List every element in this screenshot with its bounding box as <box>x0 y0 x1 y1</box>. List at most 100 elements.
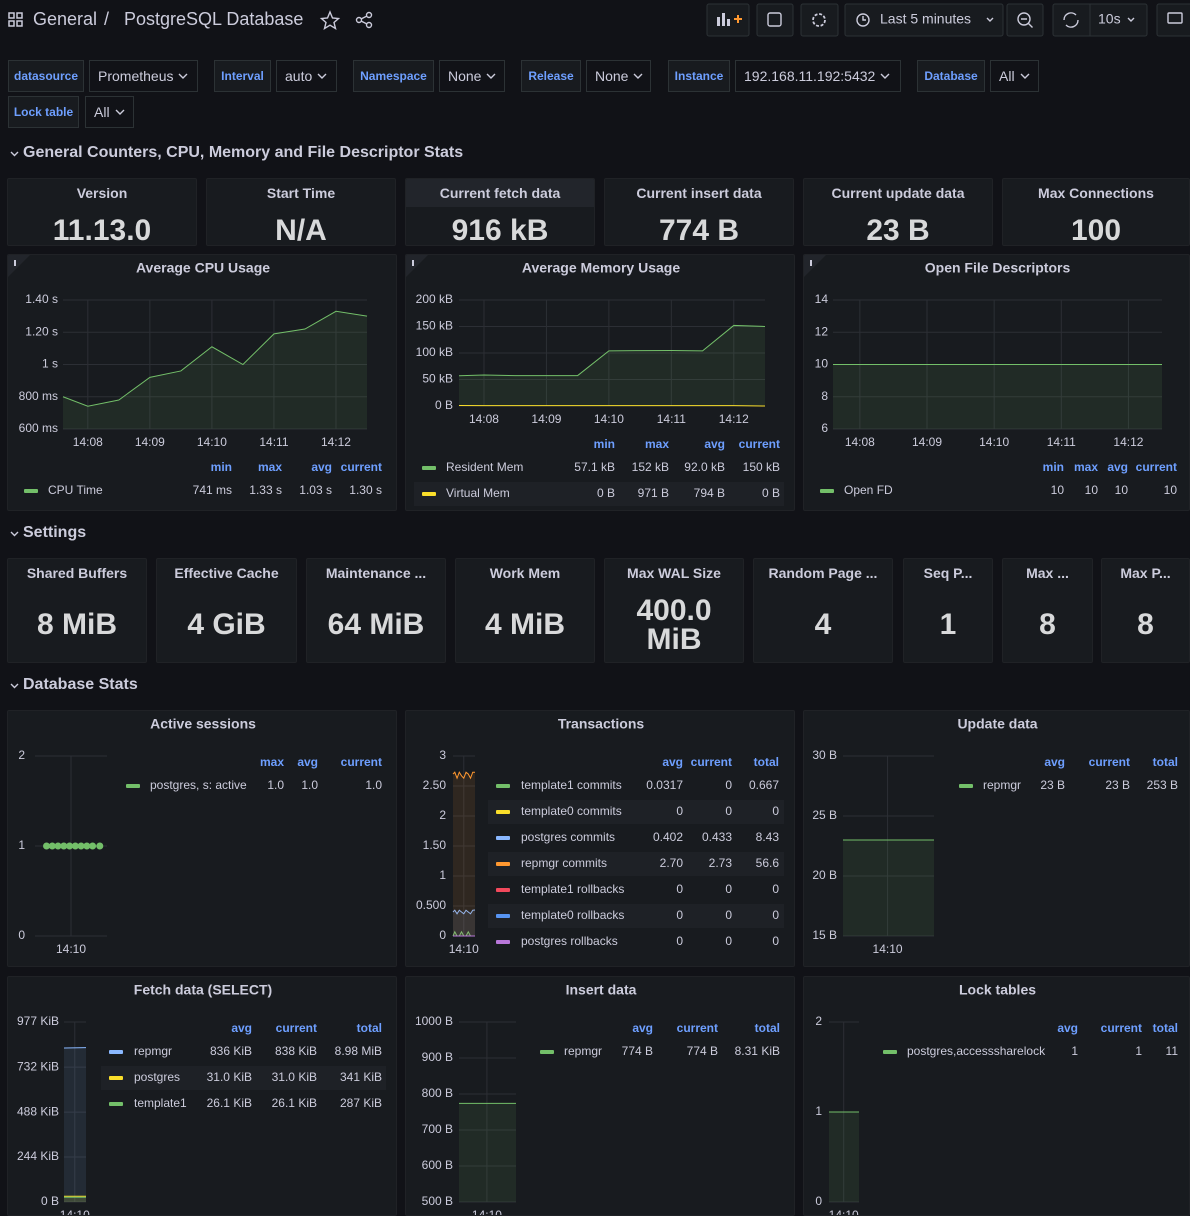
graph-panel: Average Memory Usage 0 B 50 kB 100 kB 150 kB… <box>405 254 795 511</box>
legend-name: postgres,accesssharelock <box>907 1044 1046 1058</box>
stat-value-text: 100 <box>1070 214 1122 246</box>
variable-dropdown[interactable]: 192.168.11.192:5432 <box>735 60 901 92</box>
panel-title: Lock tables <box>959 982 1036 998</box>
y-tick-label: 50 kB <box>422 372 453 386</box>
variable-dropdown[interactable]: Prometheus <box>89 60 198 92</box>
legend-column-header: total <box>755 1021 780 1035</box>
stat-value: 4 GiB <box>165 559 288 662</box>
stat-panel: Max Connections 100 <box>1002 178 1190 246</box>
legend-name: template1 commits <box>521 778 622 792</box>
legend-swatch <box>109 1050 123 1054</box>
legend-value: 0 <box>772 934 779 948</box>
legend-swatch <box>820 489 834 493</box>
legend-value: 8.31 KiB <box>735 1044 780 1058</box>
legend-column-header: current <box>341 460 382 474</box>
variable-label: Lock table <box>8 96 79 128</box>
time-picker[interactable] <box>844 3 1004 37</box>
legend-value: 10 <box>1085 483 1099 497</box>
legend-name: Resident Mem <box>446 460 523 474</box>
refresh-picker[interactable] <box>1052 3 1148 37</box>
breadcrumb-folder[interactable]: General <box>33 9 97 29</box>
legend-swatch <box>24 489 38 493</box>
row-title[interactable]: Database Stats <box>23 676 138 693</box>
graph: Update data 15 B 20 B 25 B 30 B 14:10 avg curre… <box>812 716 1178 956</box>
save-icon <box>767 12 782 27</box>
legend-value: 774 B <box>622 1044 653 1058</box>
stat-panel: Random Page ... 4 <box>753 558 893 663</box>
dashboard-title[interactable]: PostgreSQL Database <box>124 9 303 29</box>
panel-header-hover <box>406 179 594 207</box>
chevron <box>317 73 327 79</box>
chevron <box>178 73 188 79</box>
stat-panel: Max P... 8 <box>1101 558 1190 663</box>
share-icon[interactable] <box>355 11 373 29</box>
stat-value: 23 B <box>812 216 984 246</box>
star-icon[interactable] <box>319 10 341 30</box>
variable-dropdown[interactable]: All <box>990 60 1039 92</box>
y-tick-label: 10 <box>815 357 829 371</box>
stat-panel: Max WAL Size 400.0 MiB <box>604 558 744 663</box>
refresh-icon <box>1063 12 1079 28</box>
graph-panel: Lock tables 0 1 2 14:10 avg current total postgr… <box>803 976 1190 1216</box>
stat-panel: Work Mem 4 MiB <box>455 558 595 663</box>
stat-title: Current fetch data <box>439 185 561 201</box>
stat-value-text: 64 MiB <box>327 608 425 641</box>
graph: Average Memory Usage 0 B 50 kB 100 kB 150 kB… <box>406 255 784 506</box>
series-line <box>452 909 476 915</box>
variable-dropdown[interactable]: All <box>85 96 134 128</box>
zoom-out-button[interactable] <box>1006 3 1044 37</box>
info-icon <box>810 260 812 266</box>
stat-title: Current update data <box>831 185 965 201</box>
legend-column-header: current <box>1136 460 1177 474</box>
row-title[interactable]: Settings <box>23 524 87 541</box>
info-corner-shape <box>406 255 428 277</box>
legend-column-header: avg <box>662 755 683 769</box>
stat-panel: Shared Buffers 8 MiB <box>7 558 147 663</box>
variable-dropdown[interactable]: auto <box>276 60 337 92</box>
y-tick-label: 12 <box>815 324 829 338</box>
graph-panel: Open File Descriptors 6 8 10 12 14 14:08 14:09 1… <box>803 254 1190 511</box>
legend-value: 23 B <box>1040 778 1065 792</box>
variable-dropdown[interactable]: None <box>439 60 505 92</box>
legend-value: 794 B <box>694 486 725 500</box>
y-tick-label: 1 <box>815 1104 822 1118</box>
settings-button[interactable] <box>800 3 839 37</box>
time-range[interactable]: Last 5 minutes <box>880 11 971 27</box>
row-title[interactable]: General Counters, CPU, Memory and File D… <box>23 144 464 161</box>
variable-label: Database <box>917 60 985 92</box>
legend-value: 10 <box>1051 483 1065 497</box>
stat-panel: Version 11.13.0 <box>7 178 197 246</box>
area-fill <box>459 1103 516 1202</box>
y-tick-label: 100 kB <box>416 345 453 359</box>
legend-swatch <box>109 1076 123 1080</box>
legend-value: 0 B <box>597 486 615 500</box>
stat-title: Version <box>76 185 128 201</box>
chevron <box>1020 73 1030 79</box>
graph-panel: Active sessions 0 1 2 14:10 max avg current post… <box>7 710 397 967</box>
panel-title: Open File Descriptors <box>925 260 1071 276</box>
area-fill <box>453 910 475 936</box>
legend-swatch <box>496 862 510 866</box>
graph: Insert data 500 B 600 B 700 B 800 B 900 B 1000… <box>415 982 780 1215</box>
chevron-path <box>317 73 327 79</box>
tv-mode-button[interactable] <box>1156 3 1190 37</box>
stat-title: Maintenance ... <box>325 565 427 581</box>
panel-title: Update data <box>957 716 1037 732</box>
save-button[interactable] <box>756 3 794 37</box>
legend-column-header: avg <box>1044 755 1065 769</box>
legend-column-header: current <box>739 437 780 451</box>
variable-label: Namespace <box>353 60 434 92</box>
legend-value: 1.0 <box>365 778 382 792</box>
refresh-interval[interactable]: 10s <box>1098 11 1121 27</box>
legend-value: 10 <box>1164 483 1178 497</box>
x-tick-label: 14:10 <box>979 435 1009 449</box>
variable-dropdown[interactable]: None <box>586 60 651 92</box>
info-icon <box>14 260 16 266</box>
legend-column-header: avg <box>1107 460 1128 474</box>
stat-panel: Current update data 23 B <box>803 178 993 246</box>
legend-name: template0 commits <box>521 804 622 818</box>
legend-value: 0.667 <box>749 778 779 792</box>
series-line <box>458 404 766 407</box>
legend-value: 0 <box>725 778 732 792</box>
panel-title: Fetch data (SELECT) <box>134 982 272 998</box>
